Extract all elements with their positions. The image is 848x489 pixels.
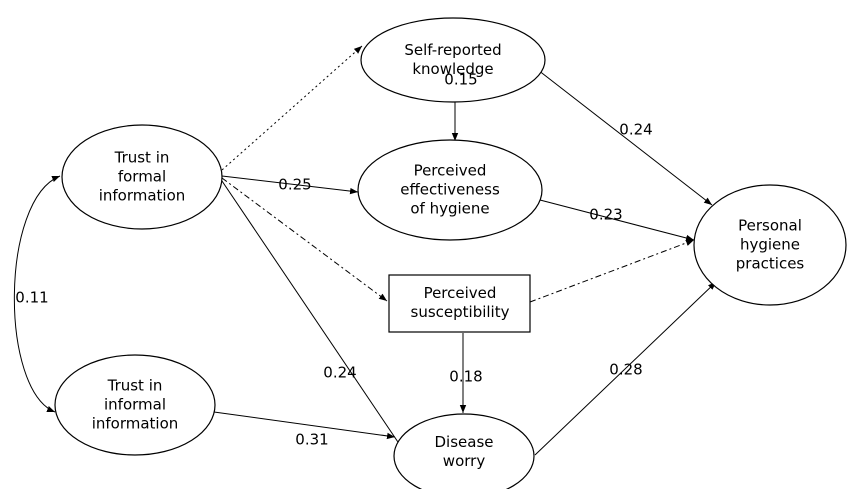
node-label: Perceived <box>424 284 497 302</box>
edge-label: 0.11 <box>15 289 48 307</box>
edge-label: 0.28 <box>609 361 642 379</box>
edge-label: 0.31 <box>295 431 328 449</box>
edge-label: 0.15 <box>444 71 477 89</box>
node-label: hygiene <box>740 236 800 254</box>
edge <box>221 180 405 452</box>
node-label: Personal <box>738 217 802 235</box>
edges <box>13 45 717 456</box>
edge-dotted <box>221 45 363 171</box>
nodes <box>54 17 847 489</box>
node-label: Self-reported <box>404 41 501 59</box>
node-label: formal <box>118 168 166 186</box>
edge-label: 0.18 <box>449 368 482 386</box>
node-label: information <box>92 415 179 433</box>
node-label: knowledge <box>412 60 493 78</box>
edge-label: 0.23 <box>589 206 622 224</box>
edge <box>537 69 713 206</box>
node-label: Trust in <box>107 377 163 395</box>
node-label: information <box>99 187 186 205</box>
node-shape <box>61 124 223 230</box>
node-label: Trust in <box>114 149 170 167</box>
node-shape <box>54 354 216 456</box>
node-label: worry <box>443 452 486 470</box>
node-shape <box>693 184 847 306</box>
node-label: of hygiene <box>410 200 489 218</box>
edge <box>534 281 717 456</box>
node-shape <box>393 413 535 489</box>
node-shape <box>357 139 543 241</box>
node-shape <box>388 274 531 333</box>
edge <box>213 411 396 440</box>
edge <box>221 175 359 195</box>
node-label: informal <box>104 396 166 414</box>
edge-label: 0.24 <box>619 121 652 139</box>
edge-label: 0.25 <box>278 176 311 194</box>
node-label: practices <box>736 255 805 273</box>
edge-dashdot <box>529 239 695 303</box>
node-label: effectiveness <box>400 181 500 199</box>
edge-label: 0.24 <box>323 364 356 382</box>
node-shape <box>360 17 546 103</box>
edge <box>539 199 695 242</box>
edge-dashdot <box>221 177 388 302</box>
correlation <box>13 175 61 413</box>
node-label: Disease <box>435 433 494 451</box>
node-label: Perceived <box>414 162 487 180</box>
node-label: susceptibility <box>411 303 510 321</box>
